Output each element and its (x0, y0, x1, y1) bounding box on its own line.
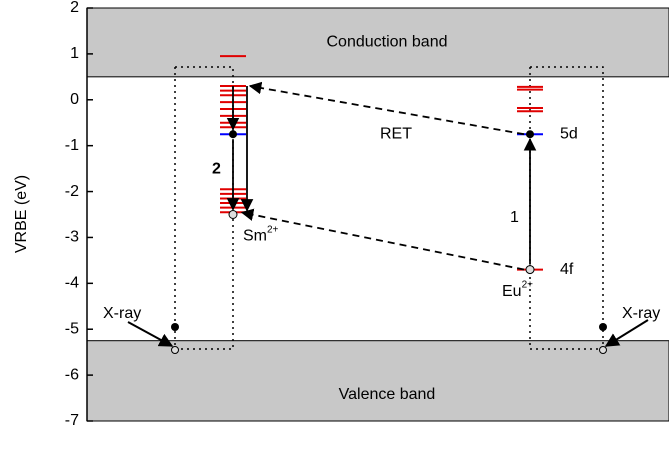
xray-arrow (127, 321, 174, 347)
level-label: 5d (560, 125, 578, 142)
electron-5d (526, 130, 534, 139)
band-label: Conduction band (327, 34, 448, 51)
y-tick-label: 1 (70, 45, 79, 62)
ret-arrow (248, 81, 525, 136)
hole (599, 346, 607, 354)
step-label: 2 (212, 161, 221, 178)
ion-charge: 2+ (267, 224, 279, 235)
ion-charge: 2+ (522, 279, 534, 290)
level-label: 4f (560, 261, 574, 278)
state-4f (525, 265, 535, 275)
y-tick-label: -4 (65, 275, 79, 292)
y-tick-label: -7 (65, 412, 79, 429)
electron-5d (229, 130, 237, 139)
xray-arrow (604, 319, 649, 347)
y-tick-label: -1 (65, 137, 79, 154)
sm-dotted-box (174, 66, 234, 350)
ion-label: Sm2+ (243, 224, 279, 245)
y-tick-label: -2 (65, 183, 79, 200)
electron (599, 323, 607, 331)
y-tick-label: 2 (70, 0, 79, 16)
y-tick-label: 0 (70, 91, 79, 108)
ret-label: RET (380, 125, 412, 142)
step-label: 1 (510, 209, 519, 226)
xray-label: X-ray (103, 305, 141, 322)
valence-band (86, 340, 669, 422)
layout (174, 66, 604, 350)
band-label: Valence band (339, 386, 436, 403)
xray-label: X-ray (622, 305, 660, 322)
ret-arrow (240, 208, 525, 271)
hole (171, 346, 179, 354)
y-axis-label: VRBE (eV) (13, 175, 30, 253)
ion-label: Eu2+ (502, 279, 533, 300)
y-tick-label: -6 (65, 366, 79, 383)
state-4f (228, 210, 238, 219)
conduction-band (86, 7, 669, 78)
electron (171, 323, 179, 331)
y-tick-label: -3 (65, 229, 79, 246)
y-tick-label: -5 (65, 320, 79, 337)
eu-dotted-box (530, 66, 604, 350)
